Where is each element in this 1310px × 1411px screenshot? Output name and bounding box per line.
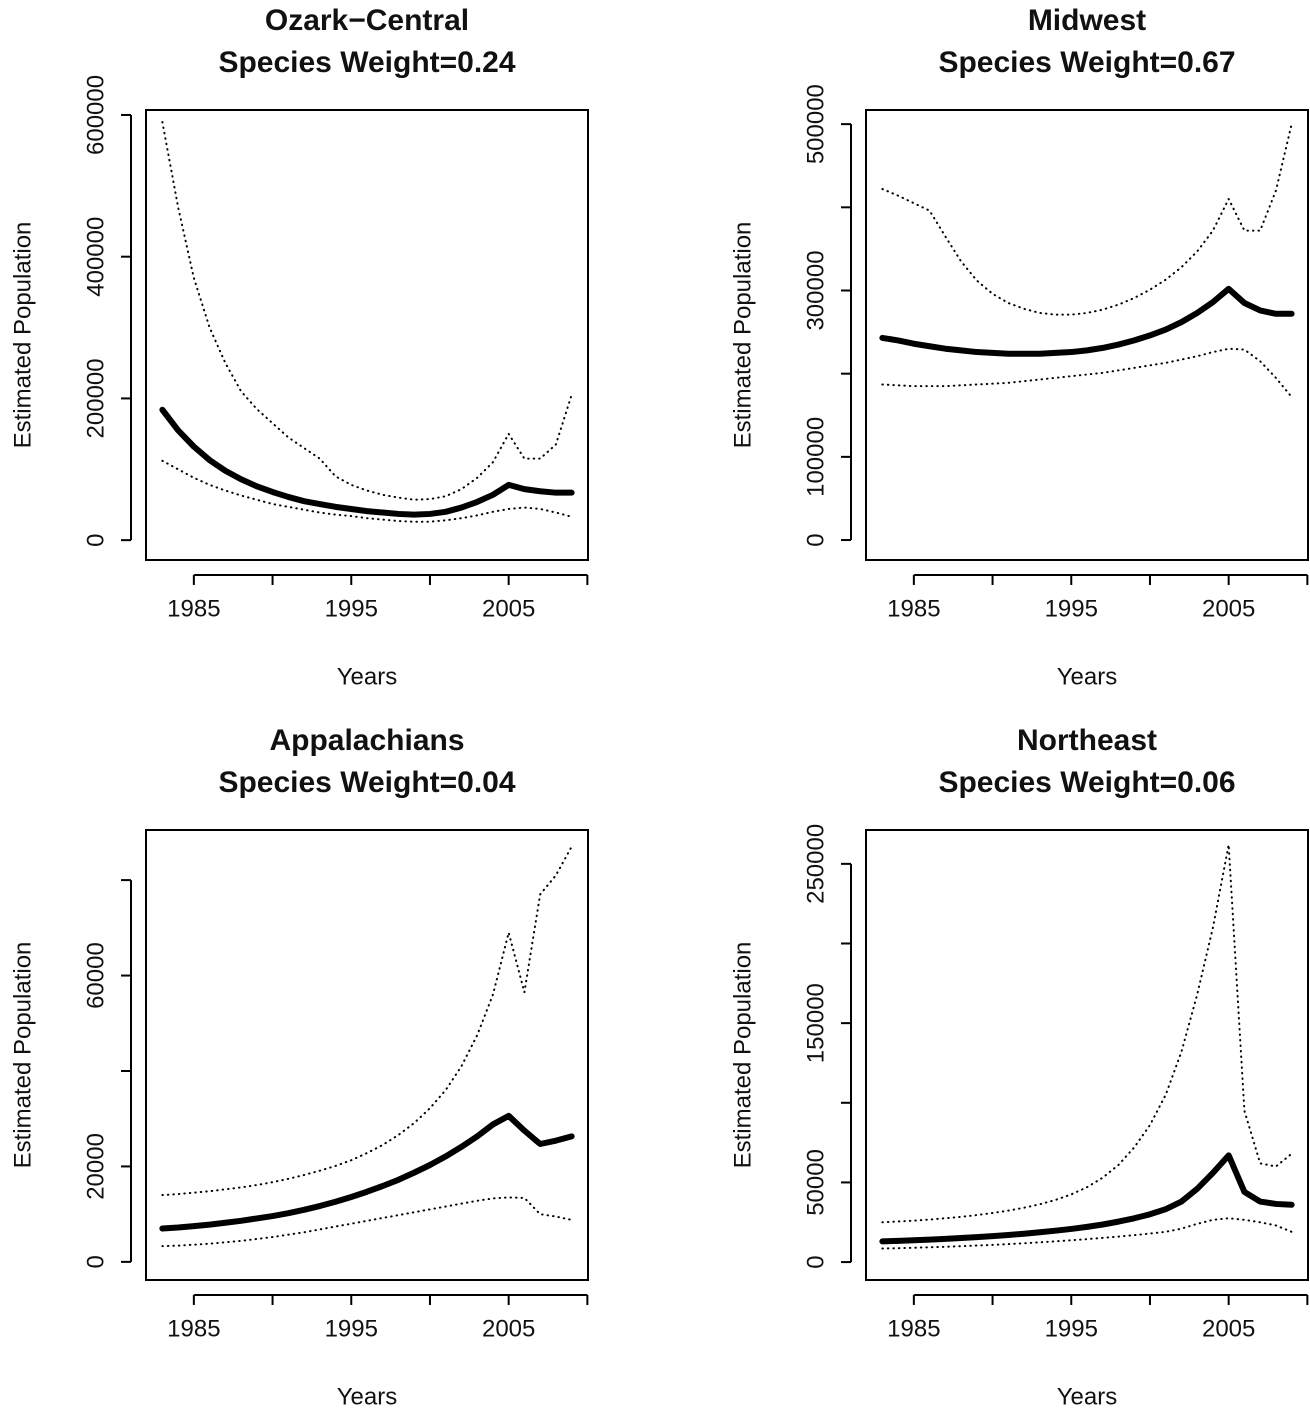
estimate-line (159, 406, 575, 518)
y-axis-label: Estimated Population (9, 942, 36, 1169)
x-tick-label: 1985 (887, 1315, 940, 1342)
y-tick-label: 200000 (82, 358, 109, 438)
estimate-line (159, 1112, 575, 1232)
y-tick-label: 300000 (802, 250, 829, 330)
plot-frame (865, 109, 1309, 561)
ci-line (881, 123, 1293, 316)
x-tick-label: 1985 (887, 595, 940, 622)
x-tick-label: 1995 (1045, 1315, 1098, 1342)
x-axis-label: Years (337, 663, 398, 690)
chart-subtitle: Species Weight=0.06 (938, 766, 1235, 799)
x-tick-label: 2005 (1202, 1315, 1255, 1342)
plot-frame (145, 829, 589, 1281)
y-tick-label: 400000 (82, 217, 109, 297)
chart-subtitle: Species Weight=0.04 (218, 766, 515, 799)
y-tick-label: 0 (82, 1255, 109, 1268)
chart-title: Appalachians (269, 724, 464, 757)
x-tick-label: 1985 (167, 1315, 220, 1342)
y-tick-label: 250000 (802, 824, 829, 904)
y-tick-label: 60000 (82, 942, 109, 1009)
x-tick-label: 2005 (482, 1315, 535, 1342)
x-tick-label: 2005 (482, 595, 535, 622)
chart-title: Midwest (1028, 4, 1146, 37)
chart-title: Ozark−Central (265, 4, 469, 37)
estimate-line (879, 1152, 1295, 1245)
y-axis-label: Estimated Population (729, 222, 756, 449)
y-axis-label: Estimated Population (9, 222, 36, 449)
y-tick-label: 0 (802, 1255, 829, 1268)
y-tick-label: 500000 (802, 84, 829, 164)
x-tick-label: 1985 (167, 595, 220, 622)
x-tick-label: 1995 (1045, 595, 1098, 622)
chart-subtitle: Species Weight=0.24 (218, 46, 515, 79)
plot-frame (865, 829, 1309, 1281)
x-tick-label: 1995 (325, 1315, 378, 1342)
ci-line (881, 347, 1293, 398)
x-tick-label: 2005 (1202, 595, 1255, 622)
x-axis-label: Years (1057, 663, 1118, 690)
x-axis-label: Years (1057, 1383, 1118, 1410)
y-tick-label: 50000 (802, 1149, 829, 1216)
chart-subtitle: Species Weight=0.67 (938, 46, 1235, 79)
ci-line (881, 1217, 1293, 1250)
y-tick-label: 0 (82, 533, 109, 546)
y-tick-label: 20000 (82, 1133, 109, 1200)
ci-line (161, 121, 573, 501)
y-tick-label: 150000 (802, 983, 829, 1063)
y-tick-label: 0 (802, 533, 829, 546)
ci-line (161, 459, 573, 523)
chart-title: Northeast (1017, 724, 1157, 757)
x-tick-label: 1995 (325, 595, 378, 622)
plot-frame (145, 109, 589, 561)
x-axis-label: Years (337, 1383, 398, 1410)
y-tick-label: 100000 (802, 417, 829, 497)
y-tick-label: 600000 (82, 75, 109, 155)
ci-line (161, 845, 573, 1197)
ci-line (881, 843, 1293, 1224)
estimate-line (879, 285, 1295, 357)
y-axis-label: Estimated Population (729, 942, 756, 1169)
